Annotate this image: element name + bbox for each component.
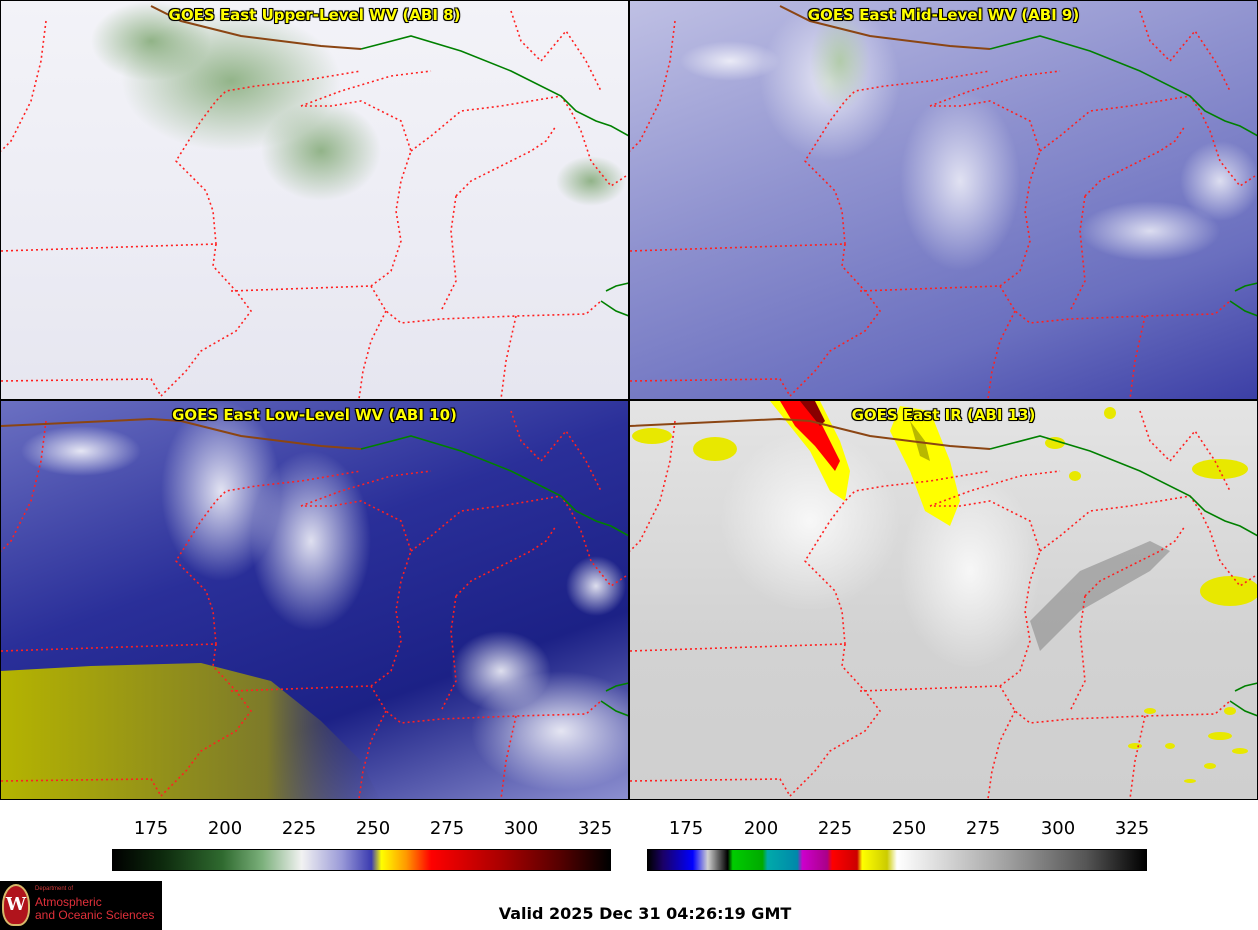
ir-tick-label: 300 <box>1040 818 1076 839</box>
valid-time: Valid 2025 Dec 31 04:26:19 GMT <box>498 904 792 923</box>
wv-tick-label: 225 <box>281 818 317 839</box>
wv-tick-label: 325 <box>577 818 613 839</box>
low-level-wv-panel: GOES East Low-Level WV (ABI 10) <box>0 400 629 800</box>
ir-tick-label: 200 <box>743 818 779 839</box>
ir-image <box>630 401 1257 799</box>
wv-tick-label: 275 <box>429 818 465 839</box>
aos-logo: W Department of Atmospheric and Oceanic … <box>0 881 162 930</box>
panel-title: GOES East Upper-Level WV (ABI 8) <box>168 6 461 24</box>
ir-panel: GOES East IR (ABI 13) <box>629 400 1258 800</box>
ir-tick-label: 225 <box>817 818 853 839</box>
wv-tick-label: 300 <box>503 818 539 839</box>
ir-tick-label: 175 <box>668 818 704 839</box>
upper-level-wv-image <box>1 1 628 399</box>
ir-colorbar <box>647 849 1147 871</box>
mid-level-wv-panel: GOES East Mid-Level WV (ABI 9) <box>629 0 1258 400</box>
ir-tick-label: 325 <box>1114 818 1150 839</box>
panel-title: GOES East Low-Level WV (ABI 10) <box>172 406 457 424</box>
ir-colorbar-ticks: 175 200 225 250 275 300 325 <box>629 818 1258 844</box>
wv-colorbar <box>112 849 611 871</box>
low-level-wv-image <box>1 401 628 799</box>
wv-colorbar-ticks: 175 200 225 250 275 300 325 <box>0 818 629 844</box>
mid-level-wv-image <box>630 1 1257 399</box>
logo-dept-text: Department of <box>35 886 74 892</box>
ir-tick-label: 250 <box>891 818 927 839</box>
ir-tick-label: 275 <box>965 818 1001 839</box>
panel-title: GOES East IR (ABI 13) <box>851 406 1036 424</box>
wv-tick-label: 250 <box>355 818 391 839</box>
panel-title: GOES East Mid-Level WV (ABI 9) <box>807 6 1080 24</box>
uw-crest-icon: W <box>2 884 30 926</box>
upper-level-wv-panel: GOES East Upper-Level WV (ABI 8) <box>0 0 629 400</box>
logo-line2: and Oceanic Sciences <box>35 908 155 922</box>
wv-tick-label: 200 <box>207 818 243 839</box>
wv-tick-label: 175 <box>133 818 169 839</box>
logo-line1: Atmospheric <box>35 895 102 909</box>
